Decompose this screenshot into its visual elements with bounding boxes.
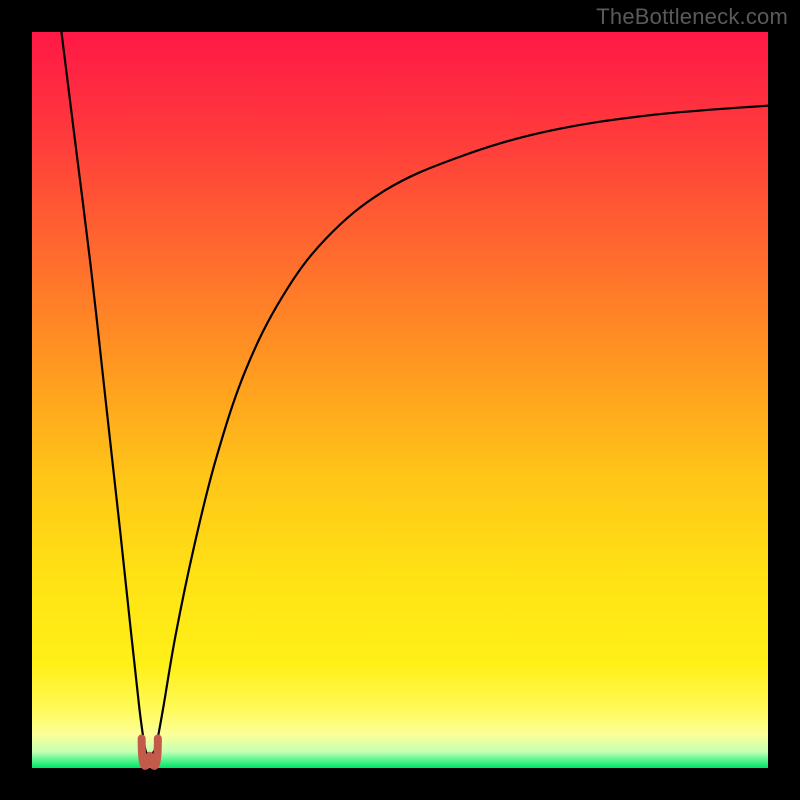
watermark-text: TheBottleneck.com bbox=[596, 4, 788, 30]
bottleneck-chart bbox=[0, 0, 800, 800]
chart-background-gradient bbox=[32, 32, 768, 768]
chart-frame: TheBottleneck.com bbox=[0, 0, 800, 800]
